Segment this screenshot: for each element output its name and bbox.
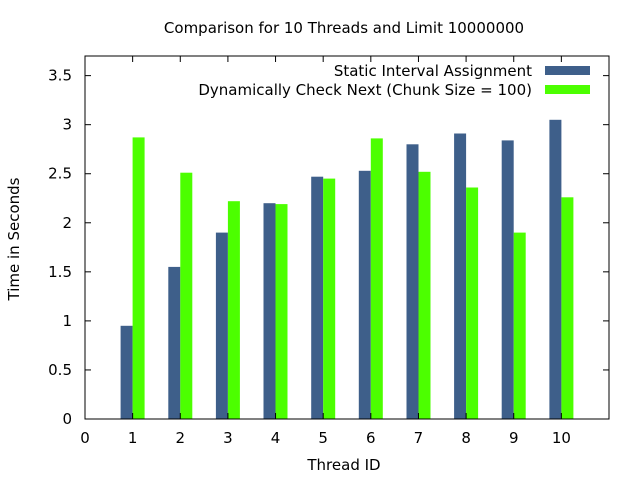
- bar-dynamic-thread-8: [466, 187, 479, 419]
- legend-label-static: Static Interval Assignment: [334, 62, 532, 80]
- bar-dynamic-thread-7: [418, 171, 431, 419]
- axis-ticks-group: 0 1 2 3 4 5 6 7 8 9 10 0 0.5 1 1.5 2 2.5 3 3.5: [48, 56, 609, 447]
- bars-group: [120, 119, 574, 420]
- bar-static-thread-3: [215, 232, 228, 419]
- plot-frame: [84, 55, 610, 420]
- legend-swatch-dynamic: [545, 85, 590, 94]
- x-tick-label: 10: [552, 429, 571, 447]
- bar-static-thread-9: [501, 140, 514, 419]
- chart-title: Comparison for 10 Threads and Limit 1000…: [164, 19, 524, 37]
- y-tick-label: 2.5: [48, 165, 72, 183]
- x-axis-label: Thread ID: [306, 456, 380, 474]
- y-tick-label: 0: [62, 410, 72, 428]
- y-tick-label: 1.5: [48, 263, 72, 281]
- x-tick-label: 1: [128, 429, 138, 447]
- y-tick-label: 3: [62, 116, 72, 134]
- y-tick-label: 2: [62, 214, 72, 232]
- x-tick-label: 6: [366, 429, 376, 447]
- bar-dynamic-thread-2: [180, 172, 193, 419]
- bar-dynamic-thread-6: [370, 138, 383, 419]
- legend-label-dynamic: Dynamically Check Next (Chunk Size = 100…: [198, 81, 532, 99]
- bar-dynamic-thread-4: [275, 204, 288, 419]
- bar-dynamic-thread-5: [323, 178, 336, 419]
- bar-static-thread-4: [263, 203, 276, 419]
- bar-static-thread-1: [120, 325, 133, 419]
- bar-dynamic-thread-10: [561, 197, 574, 419]
- x-tick-label: 2: [175, 429, 185, 447]
- bar-static-thread-2: [168, 266, 181, 419]
- y-axis-label: Time in Seconds: [5, 177, 23, 301]
- x-tick-label: 8: [461, 429, 471, 447]
- x-tick-label: 3: [223, 429, 233, 447]
- x-tick-label: 9: [509, 429, 519, 447]
- bar-static-thread-10: [549, 119, 562, 420]
- bar-static-thread-5: [311, 176, 324, 419]
- x-tick-label: 7: [414, 429, 424, 447]
- x-tick-label: 4: [271, 429, 281, 447]
- bar-dynamic-thread-9: [513, 232, 526, 419]
- bar-static-thread-7: [406, 144, 419, 420]
- x-tick-label: 5: [318, 429, 328, 447]
- bar-dynamic-thread-1: [132, 137, 145, 419]
- y-tick-label: 3.5: [48, 67, 72, 85]
- legend: Static Interval Assignment Dynamically C…: [198, 62, 590, 99]
- bar-static-thread-8: [454, 133, 467, 419]
- y-tick-label: 0.5: [48, 361, 72, 379]
- x-tick-label: 0: [80, 429, 90, 447]
- y-tick-label: 1: [62, 312, 72, 330]
- legend-swatch-static: [545, 66, 590, 75]
- bar-dynamic-thread-3: [227, 201, 240, 419]
- bar-static-thread-6: [358, 170, 371, 419]
